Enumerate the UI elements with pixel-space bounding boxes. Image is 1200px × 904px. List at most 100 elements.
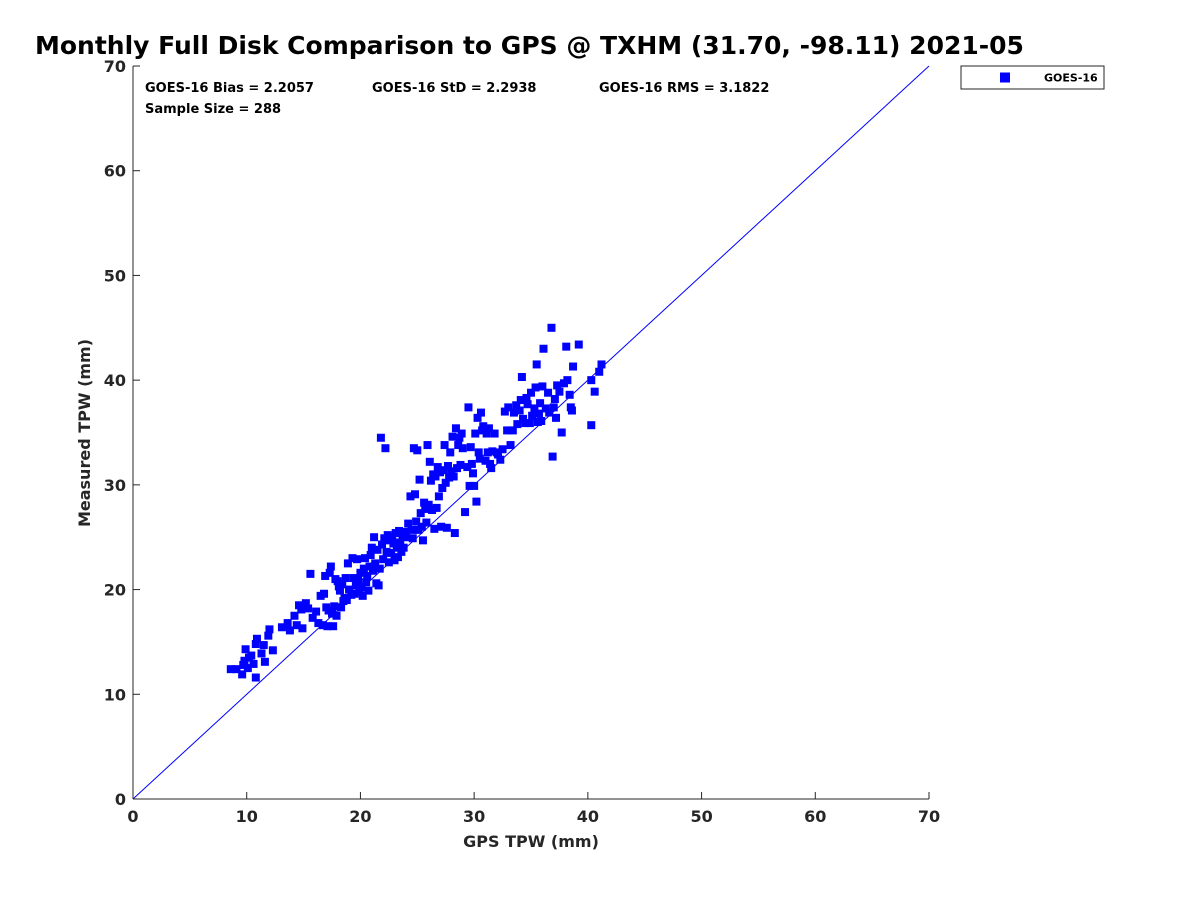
data-point <box>292 621 301 630</box>
data-point <box>458 444 467 453</box>
data-point <box>353 555 362 564</box>
data-point <box>455 433 464 442</box>
data-point <box>368 566 377 575</box>
data-point <box>532 360 541 369</box>
data-point <box>297 605 306 614</box>
data-point <box>481 456 490 465</box>
y-tick-label: 20 <box>104 581 126 600</box>
data-point <box>541 404 550 413</box>
legend: GOES-16 <box>960 65 1105 90</box>
data-point <box>508 426 517 435</box>
data-point <box>252 634 261 643</box>
data-point <box>531 383 540 392</box>
data-point <box>432 503 441 512</box>
data-point <box>335 586 344 595</box>
data-point <box>534 409 543 418</box>
data-point <box>465 481 474 490</box>
data-point <box>567 406 576 415</box>
data-point <box>383 531 392 540</box>
data-point <box>355 587 364 596</box>
data-point <box>321 571 330 580</box>
data-point <box>472 497 481 506</box>
data-point <box>330 602 339 611</box>
data-point <box>512 401 521 410</box>
data-point <box>226 665 235 674</box>
x-tick-label: 0 <box>127 807 138 826</box>
data-point <box>448 432 457 441</box>
data-point <box>431 472 440 481</box>
data-point <box>325 568 334 577</box>
data-point <box>360 554 369 563</box>
data-point <box>461 508 470 517</box>
data-point <box>420 498 429 507</box>
data-point <box>371 559 380 568</box>
data-point <box>363 571 372 580</box>
data-point <box>451 424 460 433</box>
y-tick-label: 40 <box>104 371 126 390</box>
one-to-one-reference-line <box>132 65 930 800</box>
data-point <box>407 525 416 534</box>
data-point <box>341 574 350 583</box>
stat-sample-size: Sample Size = 288 <box>145 102 281 117</box>
data-point <box>338 580 347 589</box>
data-point <box>265 625 274 634</box>
data-point <box>260 657 269 666</box>
data-point <box>342 596 351 605</box>
data-point <box>373 545 382 554</box>
data-point <box>357 583 366 592</box>
x-tick-label: 40 <box>577 807 599 826</box>
data-point <box>473 413 482 422</box>
data-point <box>475 454 484 463</box>
data-point <box>544 388 553 397</box>
data-point <box>494 450 503 459</box>
data-point <box>333 577 342 586</box>
legend-box <box>960 65 1105 90</box>
data-point <box>519 414 528 423</box>
data-point <box>285 626 294 635</box>
data-point <box>257 649 266 658</box>
data-point <box>298 624 307 633</box>
data-point <box>404 519 413 528</box>
x-axis-label: GPS TPW (mm) <box>463 832 599 851</box>
y-tick-label: 0 <box>115 790 126 809</box>
data-point <box>306 569 315 578</box>
data-point <box>379 555 388 564</box>
data-point <box>343 559 352 568</box>
data-point <box>430 524 439 533</box>
data-point <box>417 522 426 531</box>
data-point <box>412 517 421 526</box>
data-point <box>515 406 524 415</box>
data-point <box>563 376 572 385</box>
data-point <box>478 426 487 435</box>
data-point <box>364 586 373 595</box>
y-tick-label: 30 <box>104 476 126 495</box>
data-point <box>549 403 558 412</box>
data-point <box>411 490 420 499</box>
data-point <box>548 452 557 461</box>
data-point <box>421 504 430 513</box>
data-point <box>482 429 491 438</box>
y-axis-label: Measured TPW (mm) <box>75 339 94 527</box>
data-point <box>536 399 545 408</box>
data-point <box>395 526 404 535</box>
data-point <box>565 390 574 399</box>
y-tick-label: 10 <box>104 685 126 704</box>
legend-marker <box>1000 72 1010 83</box>
data-point <box>337 603 346 612</box>
data-point <box>366 551 375 560</box>
data-point <box>332 611 341 620</box>
data-point <box>413 446 422 455</box>
data-point <box>351 581 360 590</box>
data-point <box>498 445 507 454</box>
data-point <box>397 547 406 556</box>
stat-rms: GOES-16 RMS = 3.1822 <box>599 81 769 96</box>
chart-title: Monthly Full Disk Comparison to GPS @ TX… <box>35 31 1024 60</box>
data-point <box>264 631 273 640</box>
data-point <box>547 323 556 332</box>
data-point <box>320 589 329 598</box>
plot-area: 0 10 20 30 40 50 60 70 0 10 20 30 40 50 60 70 <box>104 57 940 826</box>
data-point <box>349 574 358 583</box>
data-point <box>348 554 357 563</box>
